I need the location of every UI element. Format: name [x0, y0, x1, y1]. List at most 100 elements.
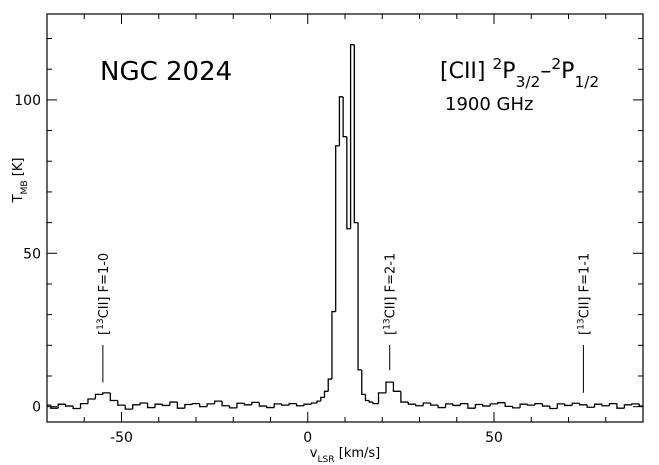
- spectrum-step: [146, 402, 156, 409]
- spectrum-step: [213, 400, 223, 404]
- spectrum-step: [327, 378, 332, 392]
- spectrum-step: [497, 402, 506, 404]
- spectrum-step: [316, 400, 321, 403]
- label: [13CII] F=2-1: [383, 253, 399, 335]
- spectrum-step: [474, 403, 483, 409]
- spectrum-step: [422, 402, 431, 406]
- label-part: 1/2: [574, 73, 599, 91]
- spectrum-step: [281, 403, 290, 406]
- spectrum-step: [444, 403, 454, 408]
- label-part: 13: [576, 318, 586, 330]
- spectrum-step: [169, 401, 178, 406]
- label: TMB [K]: [11, 158, 30, 204]
- label-part: –: [540, 59, 551, 84]
- label-part: 1900 GHz: [445, 94, 533, 115]
- spectrum-step: [295, 403, 305, 407]
- spectrum-step: [400, 391, 409, 403]
- spectrum-step: [124, 405, 133, 410]
- spectrum-step: [541, 403, 550, 407]
- y-tick-label: 100: [14, 93, 41, 109]
- label-part: [CII]: [440, 59, 493, 84]
- spectrum-step: [385, 381, 394, 393]
- spectrum-step: [407, 402, 416, 405]
- spectrum-step: [415, 404, 424, 407]
- spectrum-step: [579, 403, 588, 406]
- spectrum-step: [616, 403, 625, 409]
- y-tick-label: 0: [32, 400, 41, 416]
- x-tick-label: 0: [303, 430, 312, 446]
- spectrum-step: [586, 404, 595, 408]
- spectrum-step: [353, 44, 359, 224]
- spectrum-step: [364, 394, 370, 402]
- label: [13CII] F=1-1: [576, 253, 592, 335]
- spectrum-step: [346, 136, 351, 230]
- label-part: CII] F=1-0: [97, 253, 112, 319]
- spectrum-step: [266, 406, 275, 409]
- y-tick-label: 50: [23, 246, 41, 262]
- label-part: NGC 2024: [100, 57, 232, 87]
- spectrum-step: [338, 96, 344, 146]
- spectrum-step: [176, 402, 185, 409]
- spectrum-step: [310, 402, 318, 405]
- spectrum-step: [184, 403, 193, 409]
- spectrum-step: [372, 402, 379, 405]
- spectrum-step: [608, 402, 617, 406]
- spectrum-step: [199, 403, 208, 408]
- spectrum-step: [631, 403, 640, 405]
- spectrum-step: [72, 406, 81, 410]
- spectrum-step: [323, 390, 329, 398]
- spectrum-step: [623, 404, 632, 409]
- spectrum-step: [50, 405, 59, 409]
- label-part: CII] F=1-1: [577, 253, 592, 319]
- spectrum-step: [243, 403, 252, 406]
- spectrum-step: [534, 402, 543, 406]
- spectrum-step: [437, 405, 446, 409]
- label-part: 13: [383, 318, 393, 330]
- label-part: 3/2: [516, 73, 541, 91]
- label-part: [: [384, 330, 399, 335]
- spectrum-step: [206, 403, 215, 407]
- spectrum-step: [331, 310, 336, 380]
- label-part: P: [561, 59, 574, 84]
- spectrum-step: [273, 403, 282, 408]
- spectrum-step: [601, 404, 610, 407]
- spectrum-step: [459, 402, 468, 406]
- spectrum-step: [571, 402, 580, 406]
- spectrum-step: [593, 403, 603, 408]
- label: [CII] 2P3/2–2P1/2: [440, 55, 599, 91]
- label-part: 13: [96, 318, 106, 330]
- label-part: MB: [20, 180, 30, 194]
- spectrum-step: [79, 402, 88, 409]
- spectrum-step: [467, 403, 476, 409]
- spectrum-step: [303, 403, 312, 406]
- spectrum-step: [320, 396, 325, 402]
- label: 1900 GHz: [445, 94, 533, 115]
- label-part: 2: [551, 55, 561, 73]
- spectrum-step: [556, 403, 565, 409]
- spectrum-step: [361, 369, 366, 396]
- spectrum-step: [191, 402, 200, 405]
- spectrum-step: [132, 404, 141, 410]
- spectrum-step: [94, 393, 103, 399]
- spectrum-step: [357, 222, 362, 371]
- spectrum-step: [638, 403, 643, 407]
- spectrum-step: [377, 392, 386, 404]
- spectrum-step: [489, 403, 498, 407]
- label-part: [: [577, 330, 592, 335]
- spectrum-step: [430, 402, 439, 406]
- spectrum-step: [511, 406, 521, 409]
- spectrum-step: [161, 404, 170, 407]
- x-tick-label: 50: [485, 430, 503, 446]
- spectrum-step: [87, 398, 96, 404]
- spectrum-step: [251, 401, 260, 405]
- label-part: CII] F=2-1: [384, 253, 399, 319]
- label-part: 2: [493, 55, 503, 73]
- spectrum-step: [452, 403, 461, 407]
- spectrum-step: [549, 406, 558, 410]
- spectrum-step: [258, 402, 267, 407]
- spectrum-step: [368, 400, 373, 403]
- spectrum-step: [526, 404, 535, 406]
- label-part: P: [502, 59, 515, 84]
- spectrum-step: [342, 96, 347, 138]
- spectrum-step: [221, 401, 230, 407]
